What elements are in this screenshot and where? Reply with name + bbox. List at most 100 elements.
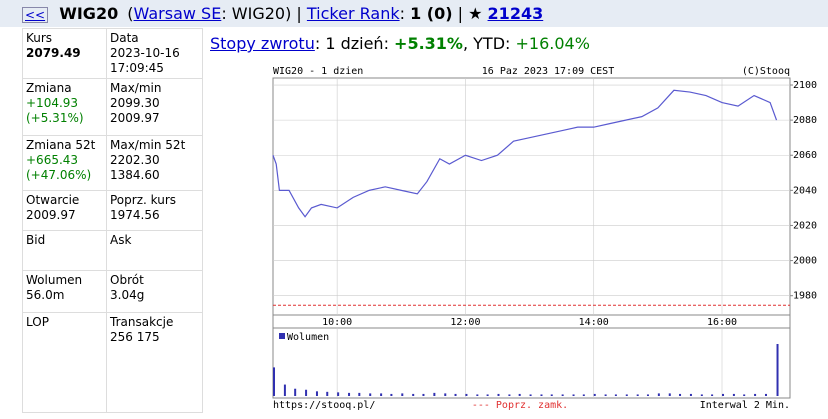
volume-bar bbox=[754, 393, 757, 396]
volume-bar bbox=[743, 394, 746, 396]
y-tick-label: 2040 bbox=[793, 185, 817, 196]
volume-bar bbox=[454, 393, 457, 396]
rank: 1 (0) bbox=[410, 4, 453, 23]
volume-bar bbox=[689, 393, 692, 396]
count-link[interactable]: 21243 bbox=[487, 4, 544, 23]
x-tick-label: 16:00 bbox=[707, 317, 737, 328]
cell-label: Wolumen bbox=[26, 273, 83, 287]
back-link[interactable]: << bbox=[22, 7, 49, 23]
x-tick-label: 12:00 bbox=[450, 317, 480, 328]
volume-bar bbox=[679, 393, 682, 396]
text: : bbox=[399, 4, 411, 23]
volume-bar bbox=[776, 344, 779, 396]
cell-label: Ask bbox=[110, 233, 132, 247]
volume-bar bbox=[337, 392, 340, 396]
volume-bar bbox=[764, 393, 767, 396]
cell: Otwarcie 2009.97 bbox=[22, 190, 107, 231]
cell-label: Max/min bbox=[110, 81, 162, 95]
returns: Stopy zwrotu: 1 dzień: +5.31%, YTD: +16.… bbox=[210, 34, 590, 53]
cell: Wolumen 56.0m bbox=[22, 270, 107, 313]
volume-bar bbox=[550, 394, 553, 396]
chart: WIG20 - 1 dzien 16 Paz 2023 17:09 CEST (… bbox=[272, 66, 817, 411]
y-tick-label: 2000 bbox=[793, 256, 817, 267]
cell: Max/min 52t 2202.30 1384.60 bbox=[106, 135, 203, 191]
cell-value: 2079.49 bbox=[26, 46, 81, 60]
y-tick-label: 2060 bbox=[793, 150, 817, 161]
cell-value: 256 175 bbox=[110, 330, 160, 344]
cell-label: Transakcje bbox=[110, 315, 174, 329]
volume-bar bbox=[508, 394, 511, 396]
volume-bar bbox=[518, 393, 521, 396]
cell: LOP bbox=[22, 312, 107, 413]
day-return: +5.31% bbox=[394, 34, 463, 53]
y-tick-label: 2080 bbox=[793, 115, 817, 126]
cell-value: 1384.60 bbox=[110, 168, 160, 182]
cell: Poprz. kurs 1974.56 bbox=[106, 190, 203, 231]
volume-label: Wolumen bbox=[287, 332, 329, 343]
frame bbox=[272, 77, 791, 399]
text: : WIG20) | bbox=[221, 4, 307, 23]
y-tick-label: 2020 bbox=[793, 220, 817, 231]
cell-value: (+47.06%) bbox=[26, 168, 92, 182]
cell-label: Max/min 52t bbox=[110, 138, 186, 152]
cell-value: 2202.30 bbox=[110, 153, 160, 167]
volume-bar bbox=[294, 388, 297, 396]
interval: Interwal 2 Min. bbox=[700, 400, 790, 411]
cell-value: 17:09:45 bbox=[110, 61, 164, 75]
volume-bar bbox=[614, 394, 617, 396]
volume-bar bbox=[380, 393, 383, 396]
credit: (C)Stooq bbox=[742, 66, 790, 77]
volume-bar bbox=[422, 393, 425, 396]
volume-bar bbox=[540, 394, 543, 396]
cell-value: +665.43 bbox=[26, 153, 79, 167]
cell-value: 1974.56 bbox=[110, 208, 160, 222]
chart-title: WIG20 - 1 dzien bbox=[273, 66, 363, 77]
volume-bar bbox=[732, 393, 735, 396]
x-tick-label: 14:00 bbox=[579, 317, 609, 328]
cell: Max/min 2099.30 2009.97 bbox=[106, 78, 203, 136]
ytd-return: +16.04% bbox=[515, 34, 590, 53]
cell: Kurs 2079.49 bbox=[22, 28, 107, 79]
cell-label: Zmiana 52t bbox=[26, 138, 96, 152]
volume-bar bbox=[646, 394, 649, 396]
volume-bar bbox=[358, 392, 361, 396]
legend-swatch bbox=[279, 333, 285, 339]
exchange-link[interactable]: Warsaw SE bbox=[133, 4, 222, 23]
volume-bar bbox=[722, 393, 725, 396]
volume-bar bbox=[711, 394, 714, 396]
volume-bar bbox=[625, 394, 628, 396]
rank-link[interactable]: Ticker Rank bbox=[306, 4, 400, 23]
cell: Bid bbox=[22, 230, 107, 271]
y-tick-label: 1980 bbox=[793, 291, 817, 302]
volume-bar bbox=[572, 394, 575, 396]
volume-bar bbox=[401, 393, 404, 396]
volume-bar bbox=[326, 391, 329, 396]
header: << WIG20 (Warsaw SE: WIG20) | Ticker Ran… bbox=[0, 0, 828, 27]
volume-bar bbox=[668, 393, 671, 396]
text: , YTD: bbox=[462, 34, 516, 53]
cell-value: 2009.97 bbox=[26, 208, 76, 222]
cell: Data 2023-10-16 17:09:45 bbox=[106, 28, 203, 79]
chart-date: 16 Paz 2023 17:09 CEST bbox=[482, 66, 614, 77]
cell-value: 56.0m bbox=[26, 288, 65, 302]
volume-bar bbox=[561, 394, 564, 396]
cell-value: 3.04g bbox=[110, 288, 145, 302]
cell-label: Poprz. kurs bbox=[110, 193, 176, 207]
cell-value: 2099.30 bbox=[110, 96, 160, 110]
volume-bar bbox=[486, 394, 489, 396]
volume-bar bbox=[657, 393, 660, 396]
url: https://stooq.pl/ bbox=[273, 400, 375, 411]
volume-bar bbox=[582, 394, 585, 396]
cell-value: 2009.97 bbox=[110, 111, 160, 125]
cell-value: (+5.31%) bbox=[26, 111, 84, 125]
returns-link[interactable]: Stopy zwrotu bbox=[210, 34, 315, 53]
volume-bar bbox=[465, 393, 468, 396]
cell-label: Otwarcie bbox=[26, 193, 80, 207]
volume-bar bbox=[529, 394, 532, 396]
cell-value: +104.93 bbox=[26, 96, 79, 110]
text: | ★ bbox=[452, 4, 488, 23]
quote-table: Kurs 2079.49 Data 2023-10-16 17:09:45 Zmiana +… bbox=[22, 28, 203, 413]
volume-bar bbox=[369, 393, 372, 396]
volume-bar bbox=[444, 393, 447, 396]
